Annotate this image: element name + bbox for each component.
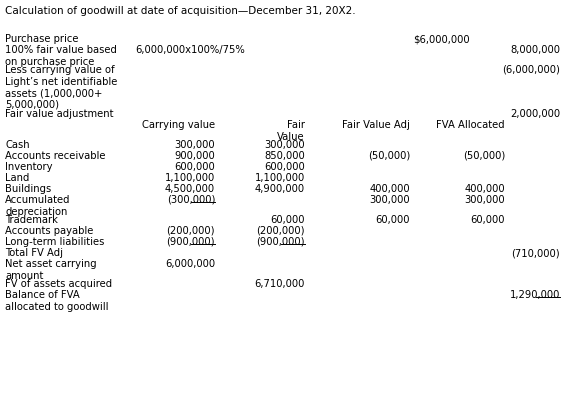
Text: 1,100,000: 1,100,000 — [165, 172, 215, 182]
Text: FV of assets acquired: FV of assets acquired — [5, 278, 112, 288]
Text: 400,000: 400,000 — [464, 184, 505, 194]
Text: Net asset carrying
amount: Net asset carrying amount — [5, 258, 97, 280]
Text: $6,000,000: $6,000,000 — [414, 34, 470, 44]
Text: 300,000: 300,000 — [174, 140, 215, 150]
Text: Accumulated
depreciation: Accumulated depreciation — [5, 194, 70, 216]
Text: Carrying value: Carrying value — [142, 120, 215, 130]
Text: (710,000): (710,000) — [511, 247, 560, 257]
Text: (6,000,000): (6,000,000) — [502, 65, 560, 75]
Text: 4,500,000: 4,500,000 — [165, 184, 215, 194]
Text: 400,000: 400,000 — [370, 184, 410, 194]
Text: Trademark: Trademark — [5, 215, 58, 225]
Text: (300,000): (300,000) — [166, 194, 215, 205]
Text: Land: Land — [5, 172, 29, 182]
Text: 1,100,000: 1,100,000 — [255, 172, 305, 182]
Text: 60,000: 60,000 — [375, 215, 410, 225]
Text: 4,900,000: 4,900,000 — [255, 184, 305, 194]
Text: Long-term liabilities: Long-term liabilities — [5, 237, 104, 246]
Text: 60,000: 60,000 — [271, 215, 305, 225]
Text: 900,000: 900,000 — [174, 151, 215, 160]
Text: 600,000: 600,000 — [264, 162, 305, 172]
Text: FVA Allocated: FVA Allocated — [436, 120, 505, 130]
Text: 850,000: 850,000 — [264, 151, 305, 160]
Text: 6,710,000: 6,710,000 — [255, 278, 305, 288]
Text: 300,000: 300,000 — [370, 194, 410, 205]
Text: 2,000,000: 2,000,000 — [510, 109, 560, 119]
Text: Purchase price: Purchase price — [5, 34, 78, 44]
Text: (900,000): (900,000) — [256, 237, 305, 246]
Text: 8,000,000: 8,000,000 — [510, 45, 560, 55]
Text: Accounts payable: Accounts payable — [5, 225, 93, 235]
Text: 6,000,000x100%/75%: 6,000,000x100%/75% — [135, 45, 245, 55]
Text: Accounts receivable: Accounts receivable — [5, 151, 105, 160]
Text: Total FV Adj: Total FV Adj — [5, 247, 63, 257]
Text: Calculation of goodwill at date of acquisition—December 31, 20X2.: Calculation of goodwill at date of acqui… — [5, 6, 356, 16]
Text: Cash: Cash — [5, 140, 30, 150]
Text: Less carrying value of
Light’s net identifiable
assets (1,000,000+
5,000,000): Less carrying value of Light’s net ident… — [5, 65, 117, 109]
Text: (50,000): (50,000) — [368, 151, 410, 160]
Text: 60,000: 60,000 — [471, 215, 505, 225]
Text: Buildings: Buildings — [5, 184, 51, 194]
Text: Fair
Value: Fair Value — [277, 120, 305, 141]
Text: (50,000): (50,000) — [463, 151, 505, 160]
Text: (900,000): (900,000) — [166, 237, 215, 246]
Text: 600,000: 600,000 — [174, 162, 215, 172]
Text: 300,000: 300,000 — [464, 194, 505, 205]
Text: 6,000,000: 6,000,000 — [165, 258, 215, 268]
Text: Balance of FVA
allocated to goodwill: Balance of FVA allocated to goodwill — [5, 289, 109, 311]
Text: Fair Value Adj: Fair Value Adj — [342, 120, 410, 130]
Text: 100% fair value based
on purchase price: 100% fair value based on purchase price — [5, 45, 117, 67]
Text: 1,290,000: 1,290,000 — [510, 289, 560, 299]
Text: 300,000: 300,000 — [264, 140, 305, 150]
Text: Fair value adjustment: Fair value adjustment — [5, 109, 113, 119]
Text: (200,000): (200,000) — [166, 225, 215, 235]
Text: (200,000): (200,000) — [256, 225, 305, 235]
Text: Inventory: Inventory — [5, 162, 53, 172]
